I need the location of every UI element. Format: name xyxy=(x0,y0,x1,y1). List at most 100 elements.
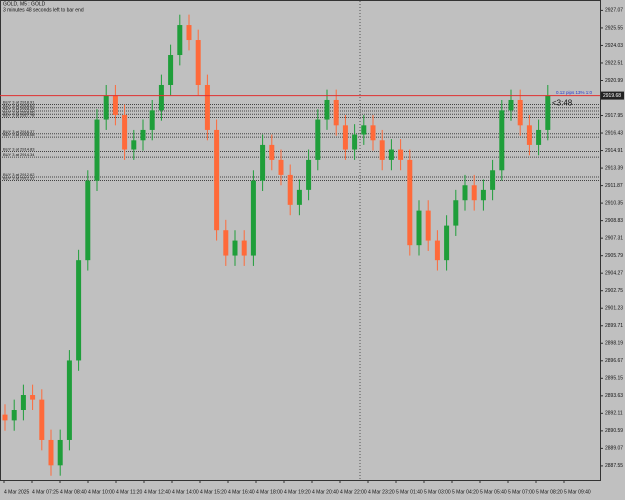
order-label: BUY 3 at 2914.34 xyxy=(3,152,35,157)
x-tick-label: 5 Mar 05:40 xyxy=(480,489,507,495)
y-tick-label: 2893.63 xyxy=(605,393,623,399)
y-tick-label: 2889.07 xyxy=(605,446,623,452)
candle-body xyxy=(306,159,312,190)
candle-body xyxy=(30,395,36,400)
candle-body xyxy=(186,25,192,41)
candle-body xyxy=(324,99,330,120)
y-tick-label: 2916.43 xyxy=(605,130,623,136)
candle-body xyxy=(361,125,367,135)
candle-body xyxy=(85,180,91,261)
x-tick-label: 4 Mar 22:00 xyxy=(340,489,367,495)
x-tick-label: 4 Mar 15:20 xyxy=(200,489,227,495)
candle-body xyxy=(370,125,376,141)
y-tick-label: 2892.11 xyxy=(605,411,623,417)
x-tick-label: 4 Mar 14:00 xyxy=(172,489,199,495)
candle-body xyxy=(241,240,247,256)
y-tick-label: 2911.87 xyxy=(605,183,623,189)
candle-body xyxy=(140,129,146,141)
candle-body xyxy=(168,55,174,85)
candle-body xyxy=(260,144,266,181)
candle-body xyxy=(388,149,394,160)
candle-body xyxy=(517,99,523,126)
candle-body xyxy=(250,180,256,256)
candle-body xyxy=(444,225,450,261)
candle-body xyxy=(103,95,109,120)
candle-body xyxy=(287,174,293,205)
candle-body xyxy=(508,99,514,111)
candle-body xyxy=(352,134,358,150)
bar-timer-note: 3 minutes 48 seconds left to bar end xyxy=(3,7,84,13)
y-tick-label: 2890.59 xyxy=(605,428,623,434)
order-label: BUY 3 at 2912.31 xyxy=(3,176,35,181)
x-tick-label: 4 Mar 19:20 xyxy=(284,489,311,495)
order-label: BUY 3 at 2918.91 xyxy=(3,100,35,105)
y-tick-label: 2896.67 xyxy=(605,358,623,364)
x-tick-label: 5 Mar 04:20 xyxy=(452,489,479,495)
y-tick-label: 2887.55 xyxy=(605,463,623,469)
x-tick-label: 4 Mar 2025 xyxy=(4,489,30,495)
order-label: BUY 3 at 2912.62 xyxy=(3,172,35,177)
order-label: BUY 3 at 2916.08 xyxy=(3,132,35,137)
candle-body xyxy=(20,395,26,410)
candle-body xyxy=(269,144,275,160)
x-tick-label: 5 Mar 07:00 xyxy=(508,489,535,495)
candle-body xyxy=(57,439,63,466)
candle-body xyxy=(66,360,72,440)
x-tick-label: 4 Mar 23:20 xyxy=(368,489,395,495)
candle-body xyxy=(398,149,404,160)
bar-timer: <3:48 xyxy=(552,99,573,108)
y-tick-label: 2920.99 xyxy=(605,78,623,84)
candle-body xyxy=(407,159,413,246)
candle-body xyxy=(462,185,468,201)
order-label: BUY 3 at 2918.06 xyxy=(3,109,35,114)
candle-body xyxy=(425,210,431,241)
order-label: BUY 3 at 2918.63 xyxy=(3,103,35,108)
x-tick-label: 4 Mar 12:40 xyxy=(144,489,171,495)
x-tick-label: 4 Mar 07:25 xyxy=(32,489,59,495)
y-tick-label: 2898.19 xyxy=(605,341,623,347)
candle-body xyxy=(11,410,17,421)
y-tick-label: 2899.71 xyxy=(605,323,623,329)
x-tick-label: 4 Mar 16:40 xyxy=(228,489,255,495)
candle-body xyxy=(204,84,210,130)
candle-body xyxy=(545,95,551,130)
candle-body xyxy=(296,189,302,205)
y-tick-label: 2905.79 xyxy=(605,253,623,259)
candle-body xyxy=(536,129,542,145)
candle-body xyxy=(315,119,321,160)
candle-body xyxy=(112,95,118,115)
candle-body xyxy=(471,185,477,201)
candle-body xyxy=(453,200,459,226)
y-tick-label: 2908.83 xyxy=(605,218,623,224)
candle-body xyxy=(223,230,229,256)
candle-body xyxy=(214,129,220,231)
x-tick-label: 5 Mar 03:00 xyxy=(424,489,451,495)
candle-body xyxy=(76,260,82,361)
y-tick-label: 2924.03 xyxy=(605,43,623,49)
candle-body xyxy=(490,170,496,190)
x-tick-label: 5 Mar 08:20 xyxy=(536,489,563,495)
y-tick-label: 2917.95 xyxy=(605,113,623,119)
candle-body xyxy=(158,84,164,111)
candle-body xyxy=(195,40,201,85)
order-label: BUY 3 at 2916.37 xyxy=(3,129,35,134)
candle-body xyxy=(149,110,155,130)
candle-body xyxy=(177,25,183,56)
candle-body xyxy=(2,414,8,421)
candle-body xyxy=(342,125,348,150)
order-label: BUY 3 at 2918.34 xyxy=(3,106,35,111)
candle-body xyxy=(434,240,440,261)
y-tick-label: 2925.55 xyxy=(605,25,623,31)
candle-body xyxy=(94,119,100,181)
y-tick-label: 2902.75 xyxy=(605,288,623,294)
y-tick-label: 2895.15 xyxy=(605,376,623,382)
x-tick-label: 4 Mar 11:20 xyxy=(116,489,143,495)
y-tick-label: 2904.27 xyxy=(605,271,623,277)
order-label: BUY 3 at 2917.78 xyxy=(3,113,35,118)
candle-body xyxy=(232,240,238,256)
candle-body xyxy=(122,114,128,150)
candle-body xyxy=(48,439,54,466)
candle-body xyxy=(39,399,45,440)
